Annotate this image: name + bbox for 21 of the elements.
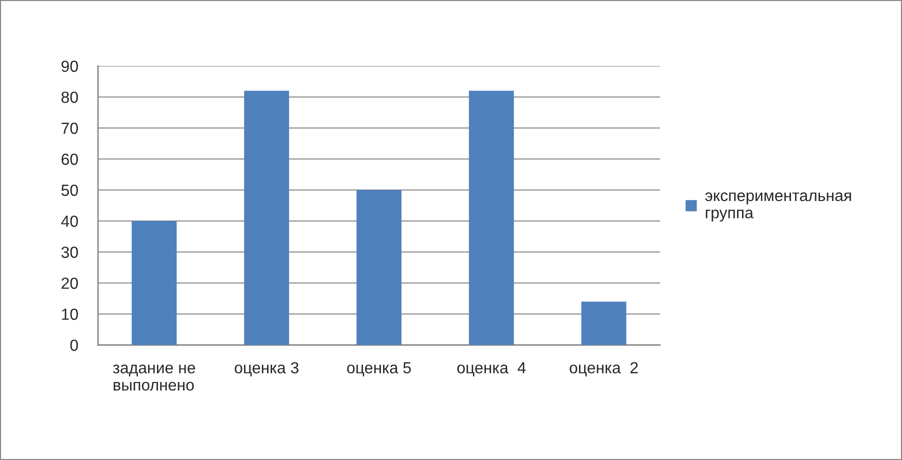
legend-label: экспериментальная группа [705,192,852,222]
bar [244,90,290,345]
x-tick-label: оценка 5 [347,362,411,376]
bar [581,302,626,345]
x-tick-label: оценка 2 [570,362,638,376]
y-tick-label: 10 [62,308,78,320]
x-tick-label: оценка 4 [457,362,526,376]
y-tick-label: 80 [61,92,78,103]
y-tick-label: 20 [62,278,78,289]
y-tick-label: 60 [62,154,78,165]
x-tick-label: оценка 3 [234,362,298,376]
bar [132,221,177,345]
y-tick-label: 90 [62,60,78,72]
x-tick-label: задание не выполнено [113,364,196,391]
bar [468,90,514,345]
y-tick-label: 40 [61,216,78,227]
y-tick-label: 30 [61,246,78,258]
y-tick-label: 70 [62,122,78,134]
bar [356,190,402,345]
y-tick-label: 0 [70,340,78,351]
y-tick-label: 50 [61,184,78,196]
